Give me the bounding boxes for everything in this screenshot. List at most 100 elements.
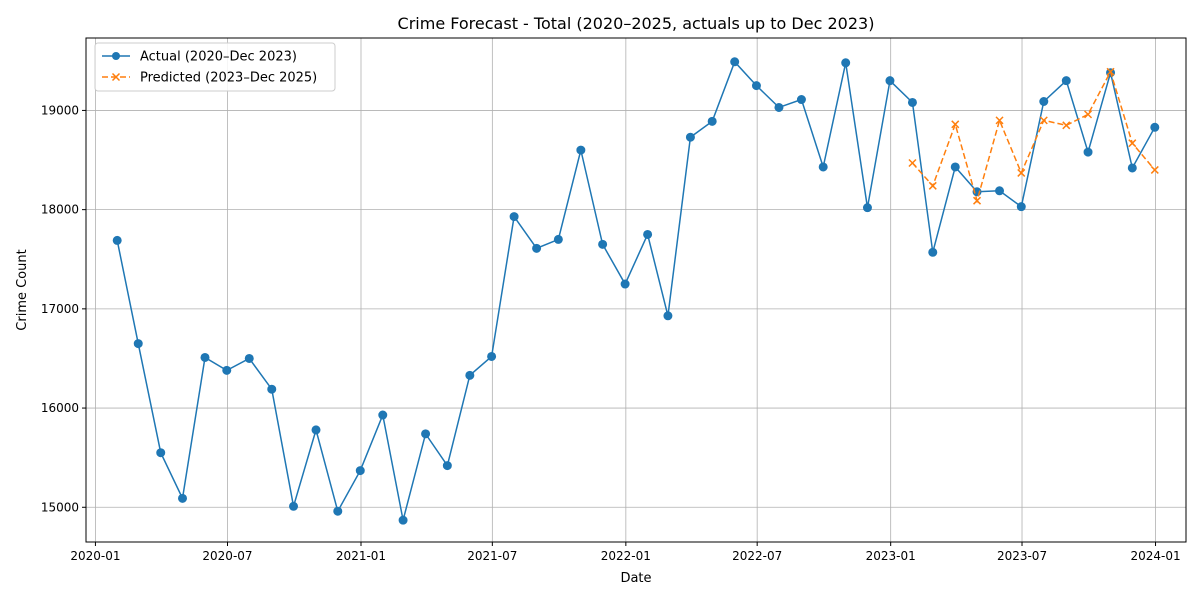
actual-point bbox=[841, 58, 851, 68]
x-axis-title: Date bbox=[620, 571, 651, 586]
actual-point bbox=[465, 370, 475, 380]
predicted-point-stroke bbox=[1062, 121, 1071, 130]
y-tick-label: 19000 bbox=[41, 103, 79, 117]
y-axis-title: Crime Count bbox=[15, 249, 30, 330]
predicted-point bbox=[1106, 67, 1115, 76]
y-tick-label: 18000 bbox=[41, 203, 79, 217]
actual-point bbox=[751, 81, 761, 91]
actual-point bbox=[907, 97, 917, 107]
predicted-point-stroke bbox=[972, 196, 982, 205]
predicted-point-stroke bbox=[908, 158, 917, 168]
actual-point bbox=[663, 311, 673, 321]
actual-point bbox=[200, 352, 210, 362]
actual-point bbox=[598, 239, 608, 249]
actual-point bbox=[818, 162, 828, 172]
actual-point bbox=[178, 493, 188, 503]
actual-point bbox=[1039, 96, 1049, 106]
plot-series bbox=[112, 57, 1160, 525]
predicted-point-stroke bbox=[1150, 165, 1159, 174]
x-tick-label: 2023-07 bbox=[997, 549, 1047, 563]
x-tick-label: 2024-01 bbox=[1130, 549, 1180, 563]
predicted-point bbox=[928, 181, 937, 190]
actual-point bbox=[222, 365, 232, 375]
predicted-point-stroke bbox=[928, 181, 937, 190]
actual-point bbox=[244, 353, 254, 363]
actual-point bbox=[1150, 122, 1160, 132]
actual-point bbox=[442, 461, 452, 471]
actual-point bbox=[1083, 147, 1093, 157]
legend-label-1: Predicted (2023–Dec 2025) bbox=[140, 71, 317, 86]
predicted-point-stroke bbox=[995, 116, 1004, 125]
actual-point bbox=[333, 506, 343, 516]
actual-point bbox=[730, 57, 740, 67]
predicted-point bbox=[1062, 121, 1071, 130]
actual-point bbox=[707, 116, 717, 126]
predicted-point bbox=[1017, 168, 1026, 177]
predicted-point bbox=[972, 196, 982, 205]
actual-point bbox=[928, 247, 938, 257]
actual-point bbox=[862, 203, 872, 213]
predicted-point bbox=[951, 120, 960, 129]
legend-marker-x bbox=[111, 72, 121, 82]
predicted-point bbox=[1150, 165, 1159, 174]
actual-point bbox=[156, 448, 166, 458]
actual-point bbox=[1127, 163, 1137, 173]
actual-point bbox=[576, 145, 586, 155]
series-line-1 bbox=[911, 69, 1156, 204]
actual-point bbox=[289, 501, 299, 511]
predicted-point bbox=[1039, 116, 1048, 125]
actual-point bbox=[774, 102, 784, 112]
predicted-point-stroke bbox=[1128, 139, 1137, 148]
actual-point bbox=[355, 466, 365, 476]
legend: Actual (2020–Dec 2023) Predicted (2023–De… bbox=[94, 42, 336, 92]
predicted-point bbox=[1128, 139, 1137, 148]
actual-point bbox=[643, 229, 653, 239]
actual-point bbox=[532, 243, 542, 253]
predicted-point bbox=[995, 116, 1004, 125]
actual-point bbox=[1061, 76, 1071, 86]
predicted-point-stroke bbox=[1039, 116, 1048, 125]
grid bbox=[86, 38, 1186, 542]
plot-frame bbox=[85, 37, 1187, 543]
actual-point bbox=[995, 186, 1005, 196]
y-tick-label: 17000 bbox=[41, 302, 79, 316]
legend-box bbox=[94, 42, 336, 92]
x-tick-label: 2021-01 bbox=[336, 549, 386, 563]
predicted-point-stroke bbox=[1084, 110, 1093, 119]
actual-point bbox=[311, 425, 321, 435]
x-tick-label: 2021-07 bbox=[467, 549, 517, 563]
actual-point bbox=[133, 339, 143, 349]
y-tick-label: 16000 bbox=[41, 401, 79, 415]
actual-point bbox=[553, 234, 563, 244]
legend-marker-circle bbox=[112, 52, 120, 60]
predicted-point-stroke bbox=[1106, 67, 1115, 76]
legend-label-0: Actual (2020–Dec 2023) bbox=[140, 50, 297, 65]
x-tick-label: 2020-01 bbox=[70, 549, 120, 563]
predicted-point-stroke bbox=[951, 120, 960, 129]
actual-point bbox=[421, 429, 431, 439]
actual-point bbox=[267, 384, 277, 394]
y-tick-label: 15000 bbox=[41, 500, 79, 514]
predicted-point bbox=[1084, 110, 1093, 119]
x-tick-label: 2023-01 bbox=[866, 549, 916, 563]
x-tick-label: 2022-01 bbox=[601, 549, 651, 563]
actual-point bbox=[398, 515, 408, 525]
actual-point bbox=[378, 410, 388, 420]
x-tick-label: 2022-07 bbox=[732, 549, 782, 563]
actual-point bbox=[509, 212, 519, 222]
predicted-point bbox=[908, 158, 917, 168]
predicted-point-stroke bbox=[1017, 168, 1026, 177]
actual-point bbox=[796, 95, 806, 105]
actual-point bbox=[885, 76, 895, 86]
actual-point bbox=[620, 279, 630, 289]
actual-point bbox=[685, 132, 695, 142]
actual-point bbox=[112, 235, 122, 245]
actual-point bbox=[487, 351, 497, 361]
actual-point bbox=[950, 162, 960, 172]
chart-title: Crime Forecast - Total (2020–2025, actua… bbox=[398, 14, 875, 33]
axis-ticks: 2020-01 2020-07 2021-01 2021-07 2022-01 2022-… bbox=[41, 103, 1181, 563]
actual-point bbox=[1016, 202, 1026, 212]
x-tick-label: 2020-07 bbox=[202, 549, 252, 563]
